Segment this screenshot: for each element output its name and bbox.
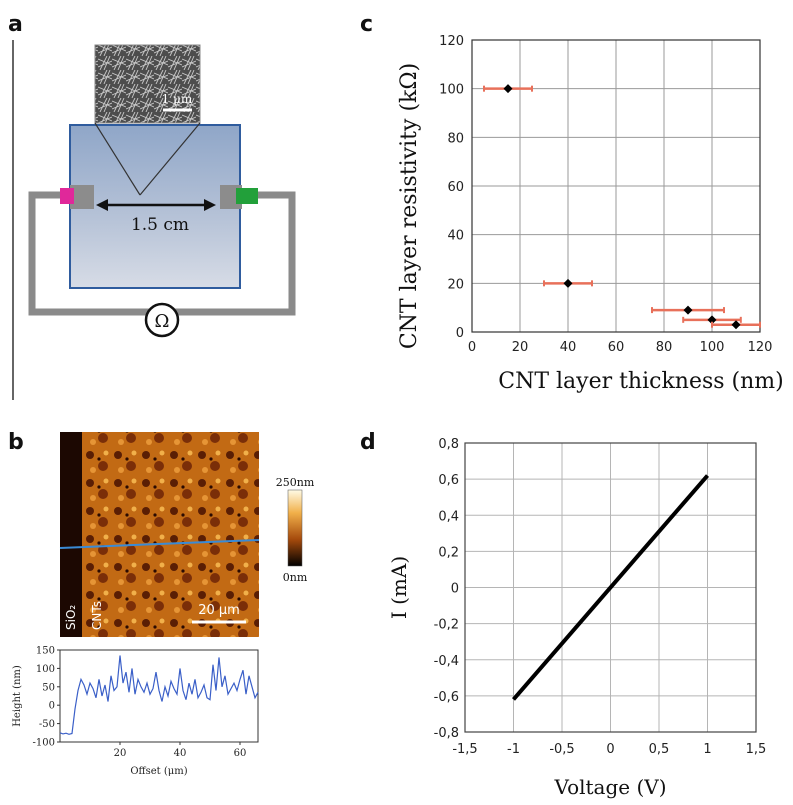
data-point [503,84,513,94]
y-axis-label: Height (nm) [12,665,23,727]
y-tick-label: 120 [439,34,464,49]
x-tick-label: -1,5 [452,742,477,757]
y-tick-label: -0,2 [434,618,459,633]
plot-frame [464,442,757,733]
iv-chart: -1,5 -1 -0,5 0 0,5 1 1,5 -0,8 -0,6 -0,4 -0,2 0 0,2 0,… [387,437,766,799]
panel-a-schematic: 1 μm 1.5 cm Ω [12,40,296,400]
plot-frame [471,39,761,333]
y-tick-label: 80 [447,131,464,146]
y-tick-label: -0,6 [434,690,459,705]
x-tick-label: 0 [468,340,476,355]
y-tick-label: 0,8 [438,437,459,452]
ohm-symbol: Ω [155,311,170,332]
resistivity-chart: 0 20 40 60 80 100 120 0 20 40 60 80 100 120 CNT layer … [397,34,784,394]
label-cnts: CNTs [90,601,104,630]
x-tick-label: 100 [700,340,725,355]
y-tick-label: 0,4 [438,509,459,524]
x-tick-label: 1,5 [746,742,767,757]
profile-series-line [59,655,259,735]
iv-series-line [511,474,710,701]
data-point [731,320,741,330]
y-tick-label: 50 [42,682,55,693]
profile-line [59,539,260,549]
x-tick-label: 40 [174,748,187,759]
afm-image [82,432,259,637]
y-tick-label: 0,2 [438,545,459,560]
panel-letter-a: a [8,12,23,37]
y-tick-label: 0 [49,701,55,712]
data-point [683,305,693,315]
data-point [707,315,717,325]
height-profile-plot: -100 -50 0 50 100 150 20 40 60 Offset (μm) Height … [12,646,259,777]
x-axis-label: CNT layer thickness (nm) [498,369,784,394]
y-tick-label: 0 [451,582,459,597]
ohmmeter [144,302,180,338]
y-tick-label: 20 [447,277,464,292]
x-tick-label: -0,5 [549,742,574,757]
y-tick-label: 60 [447,180,464,195]
y-tick-label: 150 [36,646,55,657]
x-tick-label: 80 [656,340,673,355]
x-tick-label: 0 [606,742,614,757]
y-tick-label: 100 [36,664,55,675]
panel-letter-d: d [360,430,376,455]
x-tick-label: -1 [507,742,520,757]
x-tick-label: 1 [703,742,711,757]
data-point [563,278,573,288]
colorbar [287,489,303,567]
y-tick-label: -100 [33,738,55,749]
colorbar-min: 0nm [283,571,308,584]
y-tick-label: -0,4 [434,654,459,669]
x-tick-label: 120 [748,340,773,355]
left-contact [60,188,74,204]
panel-letter-b: b [8,430,24,455]
distance-label: 1.5 cm [131,215,189,235]
panel-letter-c: c [360,12,374,37]
profile-frame [59,649,259,743]
y-tick-label: 100 [439,83,464,98]
afm-scale-label: 20 μm [198,603,240,618]
panel-b-afm: 20 μm SiO₂ CNTs 250nm 0nm -100 -50 0 50 100 1… [12,432,315,777]
y-tick-label: 0 [456,326,464,341]
y-axis-label: I (mA) [387,556,411,619]
x-tick-label: 60 [608,340,625,355]
x-tick-label: 0,5 [649,742,670,757]
x-tick-label: 60 [234,748,247,759]
y-tick-label: 40 [447,229,464,244]
right-contact [236,188,258,204]
sio2-region [60,432,82,637]
y-axis-label: CNT layer resistivity (kΩ) [397,63,422,349]
y-tick-label: -50 [39,719,55,730]
x-axis-label: Offset (μm) [130,766,187,777]
x-axis-label: Voltage (V) [553,775,666,799]
y-tick-label: 0,6 [438,473,459,488]
x-tick-label: 20 [114,748,127,759]
x-tick-label: 40 [560,340,577,355]
x-tick-label: 20 [512,340,529,355]
y-tick-label: -0,8 [434,726,459,741]
label-sio2: SiO₂ [64,605,78,630]
colorbar-max: 250nm [276,476,315,489]
sem-scale-label: 1 μm [162,92,193,106]
